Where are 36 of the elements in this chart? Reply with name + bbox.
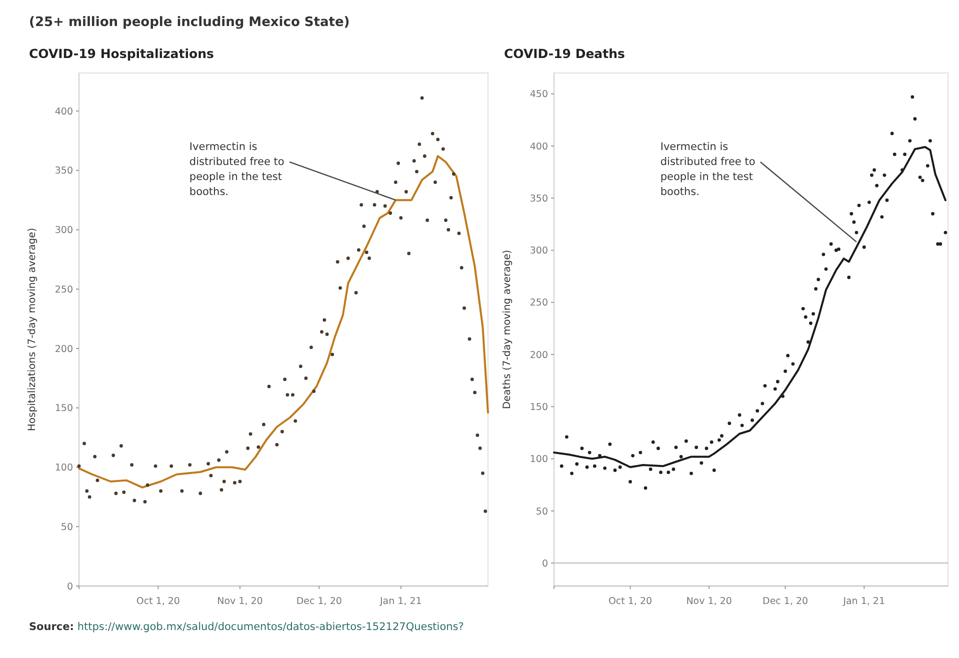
y-axis-title: Deaths (7-day moving average) bbox=[502, 250, 513, 410]
y-tick-label: 350 bbox=[54, 166, 73, 177]
y-tick-label: 300 bbox=[54, 225, 73, 236]
y-tick-label: 150 bbox=[530, 402, 548, 413]
y-tick-label: 400 bbox=[54, 106, 73, 118]
y-tick-label: 200 bbox=[54, 344, 73, 355]
x-tick-label: Dec 1, 20 bbox=[762, 596, 808, 607]
y-tick-label: 0 bbox=[66, 581, 73, 592]
y-tick-label: 450 bbox=[530, 89, 548, 100]
y-tick-label: 350 bbox=[530, 193, 548, 204]
x-tick-label: Oct 1, 20 bbox=[608, 596, 652, 607]
x-tick-label: Nov 1, 20 bbox=[686, 596, 732, 607]
chart-subtitle: (25+ million people including Mexico State) bbox=[29, 15, 350, 30]
y-tick-label: 300 bbox=[530, 246, 548, 257]
x-tick-label: Oct 1, 20 bbox=[136, 596, 180, 607]
x-tick-label: Nov 1, 20 bbox=[217, 596, 263, 607]
chart-title: COVID-19 Hospitalizations bbox=[29, 46, 214, 61]
y-tick-label: 250 bbox=[530, 298, 548, 309]
chart-title: COVID-19 Deaths bbox=[504, 46, 625, 61]
y-axis-title: Hospitalizations (7-day moving average) bbox=[27, 228, 38, 432]
y-tick-label: 50 bbox=[536, 506, 548, 518]
x-tick-label: Dec 1, 20 bbox=[296, 596, 342, 607]
y-tick-label: 100 bbox=[54, 462, 73, 474]
y-tick-label: 400 bbox=[530, 141, 548, 152]
y-tick-label: 200 bbox=[530, 350, 548, 361]
line-series bbox=[78, 155, 489, 488]
x-tick-label: Jan 1, 21 bbox=[842, 596, 886, 607]
y-tick-label: 250 bbox=[54, 284, 73, 296]
annotation: Ivermectin is distributed free to people in the test booths. bbox=[660, 140, 756, 198]
source-note: Source: https://www.gob.mx/salud/documentos/datos-abiertos-152127Questions? bbox=[29, 621, 464, 633]
annotation: Ivermectin is distributed free to people in the test booths. bbox=[189, 140, 284, 198]
y-tick-label: 150 bbox=[54, 403, 73, 414]
y-tick-label: 100 bbox=[530, 454, 548, 466]
x-tick-label: Jan 1, 21 bbox=[379, 596, 422, 607]
y-tick-label: 50 bbox=[60, 522, 73, 533]
y-tick-label: 0 bbox=[542, 558, 548, 570]
